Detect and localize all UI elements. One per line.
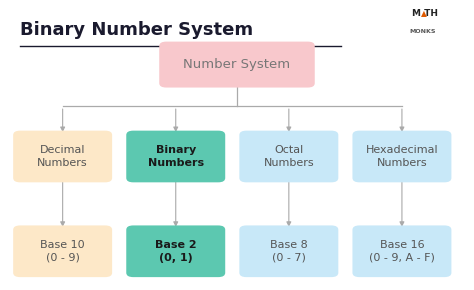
Text: M TH: M TH <box>412 9 438 18</box>
Text: Base 2
(0, 1): Base 2 (0, 1) <box>155 240 197 263</box>
FancyBboxPatch shape <box>13 225 112 277</box>
FancyBboxPatch shape <box>239 130 338 182</box>
Text: MONKS: MONKS <box>409 29 436 34</box>
Text: Binary Number System: Binary Number System <box>20 21 254 39</box>
FancyBboxPatch shape <box>353 225 451 277</box>
Text: Number System: Number System <box>183 58 291 71</box>
Text: Octal
Numbers: Octal Numbers <box>264 145 314 168</box>
Text: Hexadecimal
Numbers: Hexadecimal Numbers <box>365 145 438 168</box>
Text: Base 16
(0 - 9, A - F): Base 16 (0 - 9, A - F) <box>369 240 435 263</box>
FancyBboxPatch shape <box>13 130 112 182</box>
FancyBboxPatch shape <box>353 130 451 182</box>
FancyBboxPatch shape <box>126 225 225 277</box>
Text: Decimal
Numbers: Decimal Numbers <box>37 145 88 168</box>
FancyBboxPatch shape <box>159 41 315 88</box>
Text: Base 8
(0 - 7): Base 8 (0 - 7) <box>270 240 308 263</box>
FancyBboxPatch shape <box>239 225 338 277</box>
FancyBboxPatch shape <box>126 130 225 182</box>
Text: Base 10
(0 - 9): Base 10 (0 - 9) <box>40 240 85 263</box>
Text: ▲: ▲ <box>420 10 427 19</box>
Text: Binary
Numbers: Binary Numbers <box>148 145 204 168</box>
